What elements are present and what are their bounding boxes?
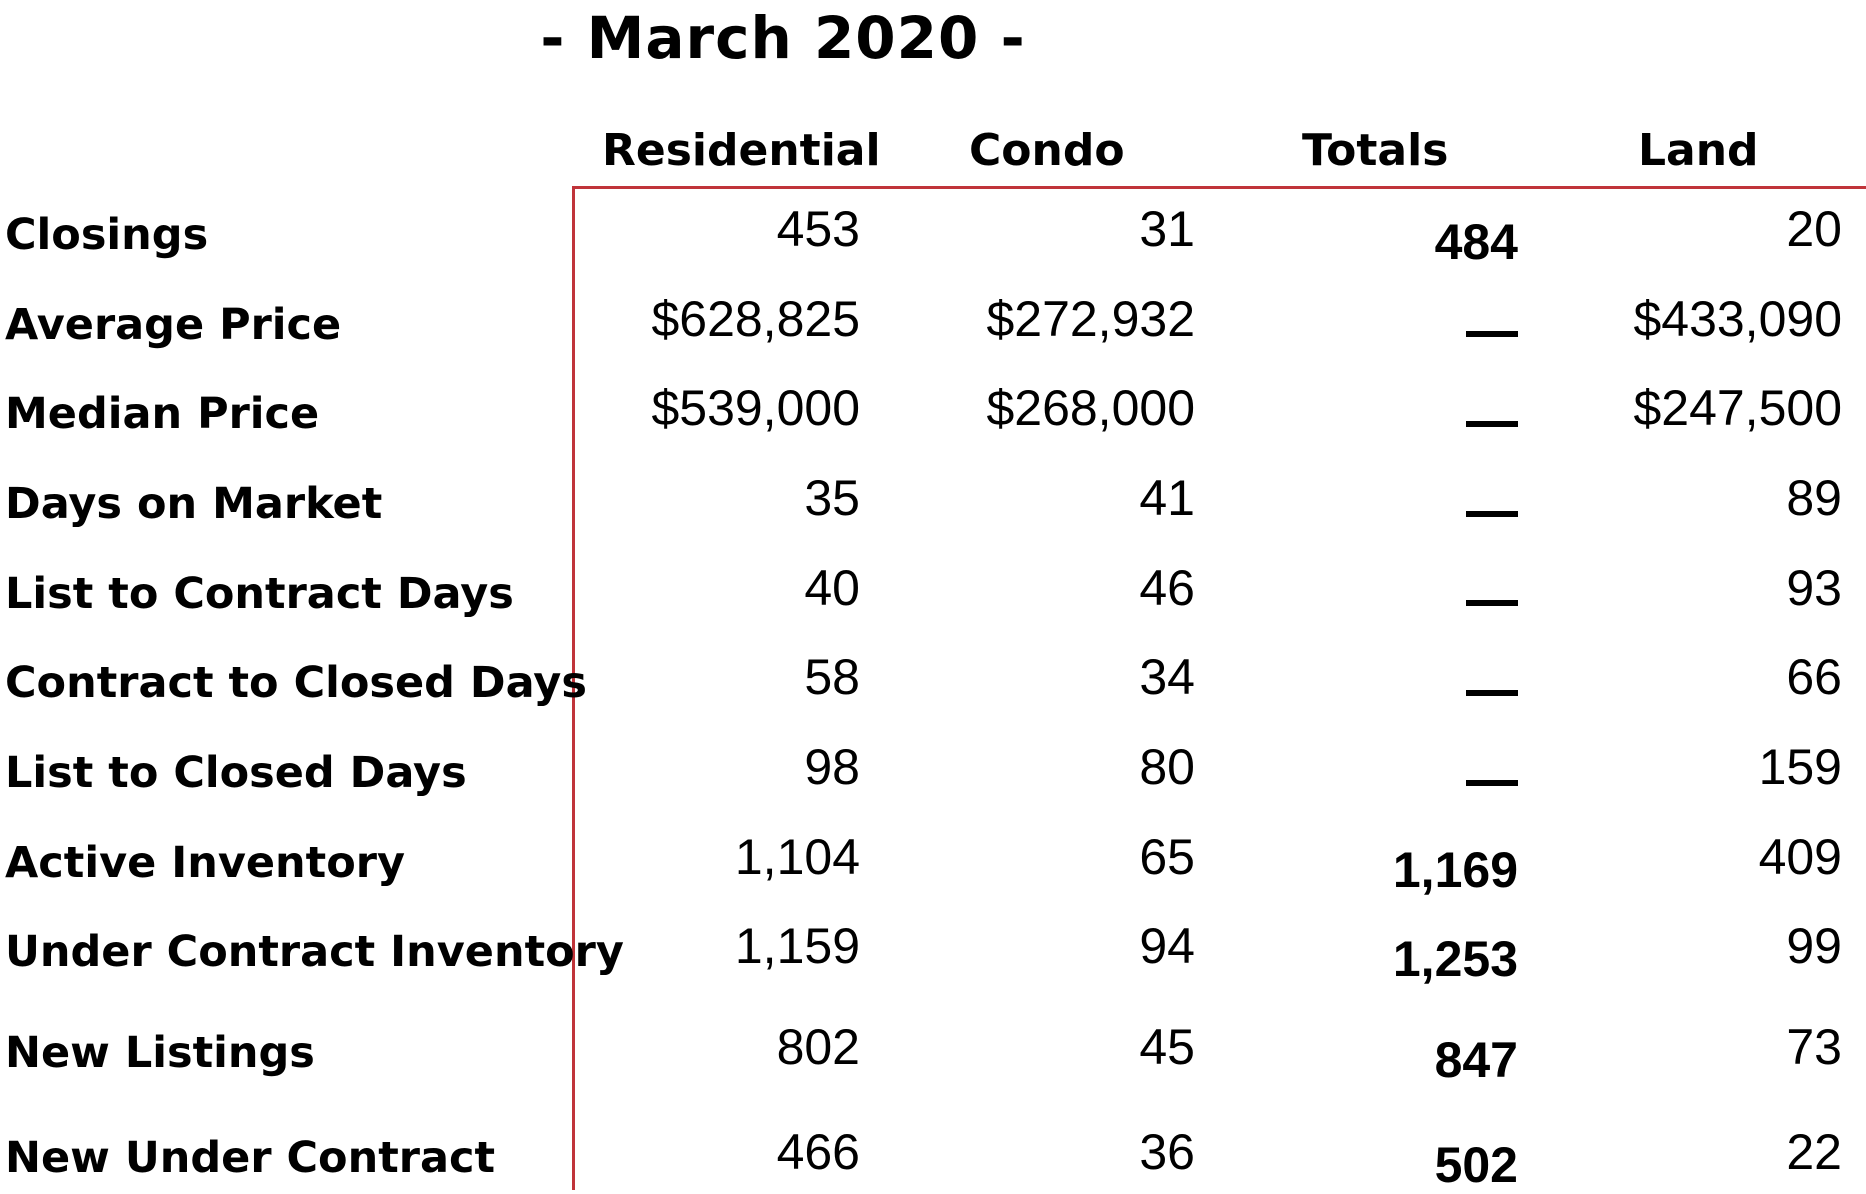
row-label: List to Closed Days — [5, 748, 467, 798]
cell-condo: 31 — [1139, 201, 1195, 257]
cell-land: 89 — [1786, 470, 1842, 526]
cell-totals-dash — [1466, 780, 1518, 786]
cell-condo: 46 — [1139, 560, 1195, 616]
cell-residential: 466 — [776, 1124, 860, 1180]
cell-totals-dash — [1466, 331, 1518, 337]
cell-condo: $268,000 — [986, 380, 1195, 436]
cell-totals: 847 — [1434, 1032, 1518, 1088]
cell-totals-dash — [1466, 511, 1518, 517]
cell-residential: $628,825 — [651, 291, 860, 347]
cell-condo: 65 — [1139, 829, 1195, 885]
cell-land: $433,090 — [1633, 291, 1842, 347]
row-label: New Under Contract — [5, 1133, 496, 1183]
cell-totals: 1,253 — [1392, 931, 1518, 987]
row-label: Median Price — [5, 389, 320, 439]
cell-condo: $272,932 — [986, 291, 1195, 347]
cell-land: 99 — [1786, 918, 1842, 974]
cell-land: 409 — [1758, 829, 1842, 885]
cell-totals-dash — [1466, 600, 1518, 606]
column-header-condo: Condo — [969, 125, 1125, 176]
cell-land: 66 — [1786, 649, 1842, 705]
cell-land: 22 — [1786, 1124, 1842, 1180]
cell-totals: 1,169 — [1392, 842, 1518, 898]
cell-residential: 40 — [804, 560, 860, 616]
cell-totals: 484 — [1434, 214, 1518, 270]
cell-residential: 1,159 — [734, 918, 860, 974]
table-border-left — [572, 186, 575, 1190]
cell-land: $247,500 — [1633, 380, 1842, 436]
table-border-top — [572, 186, 1866, 189]
cell-residential: 1,104 — [734, 829, 860, 885]
cell-condo: 34 — [1139, 649, 1195, 705]
cell-condo: 80 — [1139, 739, 1195, 795]
cell-totals-dash — [1466, 690, 1518, 696]
row-label: List to Contract Days — [5, 569, 514, 619]
cell-land: 93 — [1786, 560, 1842, 616]
cell-condo: 94 — [1139, 918, 1195, 974]
cell-residential: 453 — [776, 201, 860, 257]
cell-residential: $539,000 — [651, 380, 860, 436]
cell-totals: 502 — [1434, 1137, 1518, 1193]
cell-residential: 98 — [804, 739, 860, 795]
cell-land: 73 — [1786, 1019, 1842, 1075]
row-label: Closings — [5, 210, 209, 260]
cell-totals-dash — [1466, 421, 1518, 427]
row-label: New Listings — [5, 1028, 315, 1078]
column-header-totals: Totals — [1302, 125, 1449, 176]
cell-residential: 802 — [776, 1019, 860, 1075]
cell-residential: 58 — [804, 649, 860, 705]
row-label: Active Inventory — [5, 838, 405, 888]
cell-land: 159 — [1758, 739, 1842, 795]
page-title: - March 2020 - — [540, 4, 1026, 72]
row-label: Contract to Closed Days — [5, 658, 587, 708]
column-header-residential: Residential — [602, 125, 881, 176]
cell-condo: 36 — [1139, 1124, 1195, 1180]
cell-land: 20 — [1786, 201, 1842, 257]
cell-condo: 45 — [1139, 1019, 1195, 1075]
cell-condo: 41 — [1139, 470, 1195, 526]
column-header-land: Land — [1638, 125, 1759, 176]
cell-residential: 35 — [804, 470, 860, 526]
row-label: Average Price — [5, 300, 342, 350]
row-label: Days on Market — [5, 479, 383, 529]
row-label: Under Contract Inventory — [5, 927, 624, 977]
